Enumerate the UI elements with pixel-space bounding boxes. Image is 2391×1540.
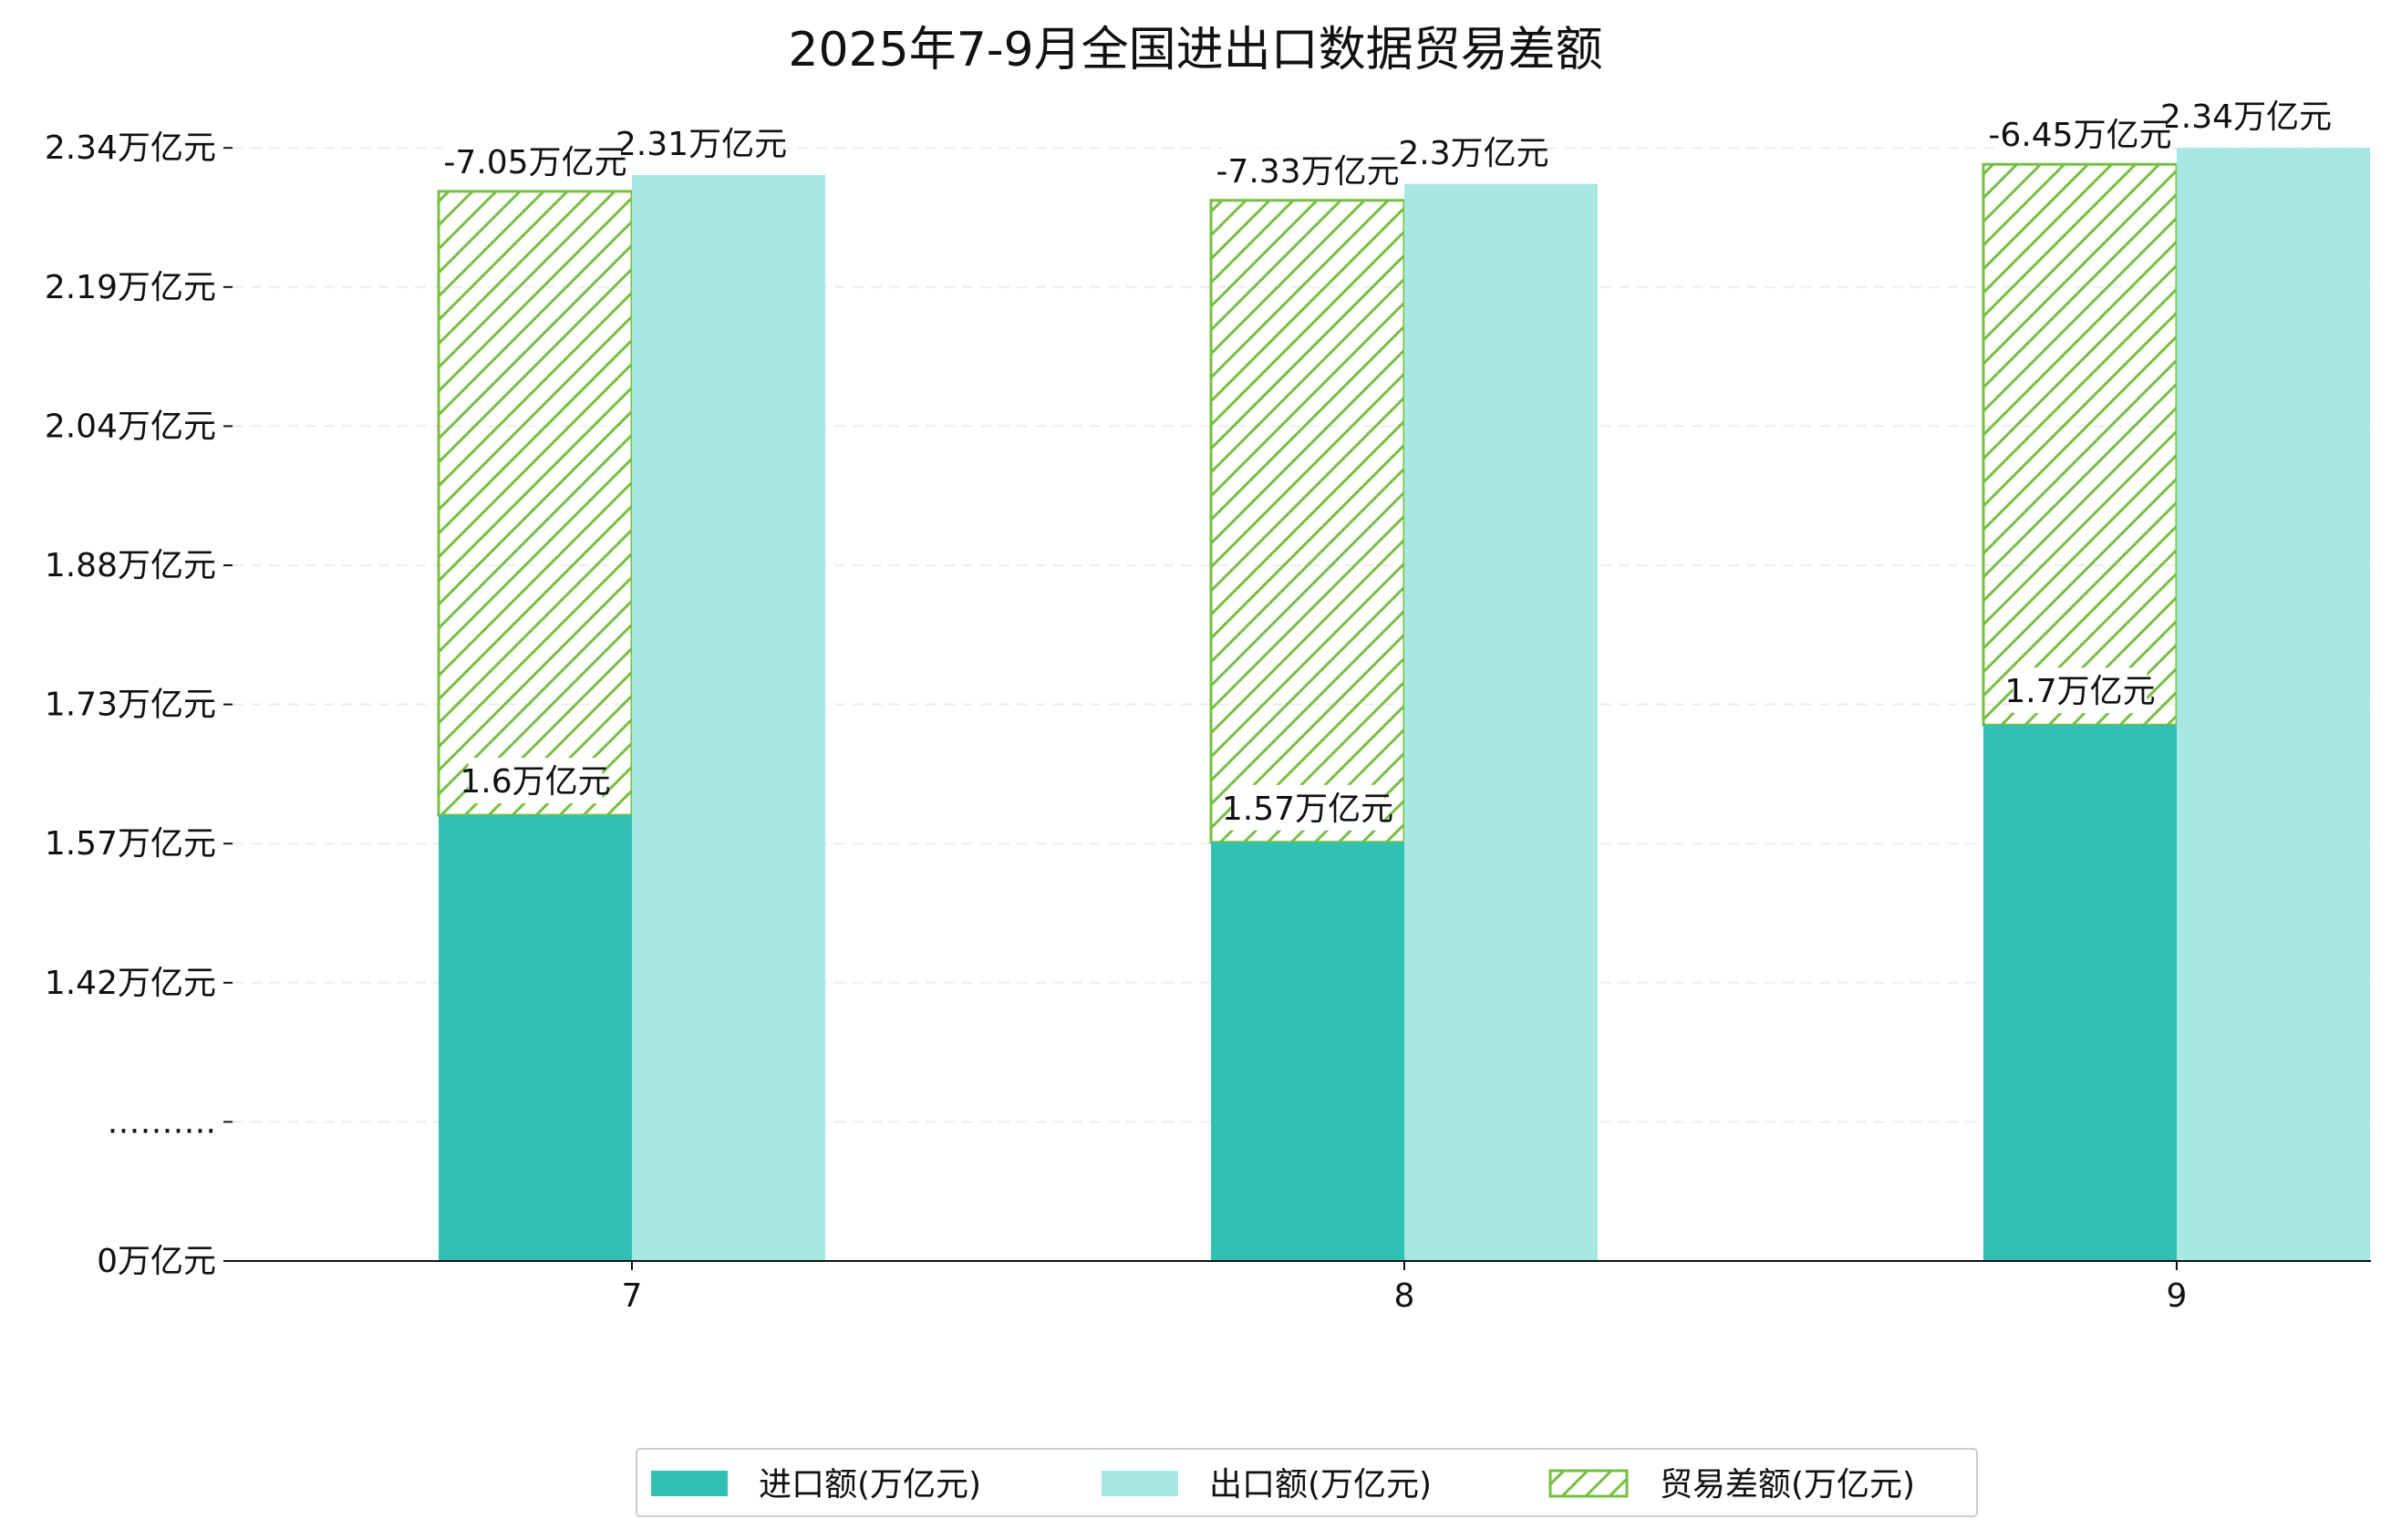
y-tick-label: 1.57万亿元 xyxy=(45,825,216,863)
data-label-import: 1.7万亿元 xyxy=(2004,673,2155,710)
data-label-balance: -7.05万亿元 xyxy=(443,144,626,181)
legend-swatch-import xyxy=(651,1471,728,1496)
data-label-export: 2.34万亿元 xyxy=(2160,98,2332,136)
y-tick-label: 1.42万亿元 xyxy=(45,965,216,1002)
bars xyxy=(437,148,2370,1262)
y-tick-label: 2.34万亿元 xyxy=(45,129,216,167)
data-labels: 2.31万亿元-7.05万亿元 1.6万亿元 2.3万亿元-7.33万亿元 1.57万… xyxy=(443,93,2332,831)
data-label-import-bg xyxy=(1231,784,1384,831)
bar-import xyxy=(439,815,632,1261)
x-axis: 7 8 9 xyxy=(233,1260,2371,1315)
bar-import xyxy=(1211,842,1404,1261)
bar-export xyxy=(2177,148,2370,1262)
chart-title: 2025年7-9月全国进出口数据贸易差额 xyxy=(788,23,1602,78)
bar-trade-balance xyxy=(1982,162,2179,727)
y-tick-label: ………. xyxy=(108,1103,216,1141)
bar-import xyxy=(1983,725,2177,1261)
y-tick-label: 1.88万亿元 xyxy=(45,547,216,584)
data-label-balance-bg xyxy=(1994,111,2166,158)
data-label-import-bg xyxy=(468,758,603,804)
legend: 进口额(万亿元) 出口额(万亿元) 贸易差额(万亿元) xyxy=(636,1448,1978,1517)
bar-trade-balance xyxy=(437,190,634,817)
y-tick-label: 2.04万亿元 xyxy=(45,408,216,445)
data-label-export-bg xyxy=(2169,93,2323,140)
data-label-export: 2.3万亿元 xyxy=(1398,135,1548,172)
data-label-import: 1.6万亿元 xyxy=(460,763,610,801)
y-tick-label: 2.19万亿元 xyxy=(45,269,216,306)
bar-trade-balance xyxy=(1209,199,1406,844)
legend-label-balance: 贸易差额(万亿元) xyxy=(1660,1466,1915,1504)
y-axis: 0万亿元 ………. 1.42万亿元 1.57万亿元 1.73万亿元 1.88万亿元 2.04… xyxy=(45,129,233,1280)
legend-frame xyxy=(636,1448,1978,1517)
x-tick-label: 8 xyxy=(1394,1277,1415,1315)
legend-swatch-balance xyxy=(1548,1469,1629,1498)
data-label-balance-bg xyxy=(450,138,621,184)
data-label-import-bg xyxy=(2013,667,2148,714)
bar-export xyxy=(632,174,825,1262)
y-tick-label: 1.73万亿元 xyxy=(45,687,216,724)
bar-export xyxy=(1404,183,1598,1262)
data-label-balance: -6.45万亿元 xyxy=(1988,117,2171,154)
data-label-balance: -7.33万亿元 xyxy=(1216,153,1399,191)
data-label-export-bg xyxy=(1406,129,1541,175)
legend-label-import: 进口额(万亿元) xyxy=(759,1466,981,1504)
data-label-import: 1.57万亿元 xyxy=(1222,791,1393,828)
legend-label-export: 出口额(万亿元) xyxy=(1209,1466,1432,1504)
y-tick-label: 0万亿元 xyxy=(97,1243,216,1280)
x-tick-label: 9 xyxy=(2167,1277,2188,1315)
data-label-export-bg xyxy=(625,119,778,166)
data-label-balance-bg xyxy=(1222,147,1393,193)
legend-swatch-export xyxy=(1102,1471,1178,1496)
data-label-export: 2.31万亿元 xyxy=(616,126,787,163)
x-tick-label: 7 xyxy=(622,1277,643,1315)
